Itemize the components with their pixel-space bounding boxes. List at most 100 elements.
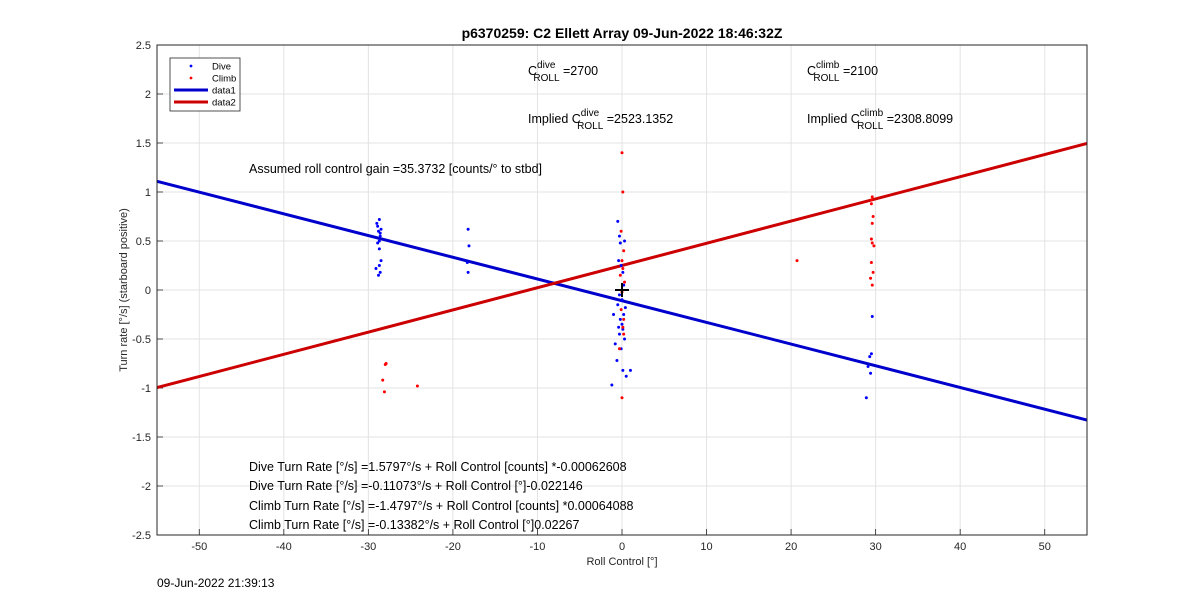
- dive-point: [376, 224, 380, 228]
- dive-point: [619, 264, 623, 267]
- dive-point: [615, 359, 619, 363]
- x-tick-label: -20: [445, 541, 461, 553]
- x-tick-label: -40: [276, 541, 292, 553]
- implied-c-climb-annotation: Implied Cclimb ROLL =2308.8099: [807, 108, 953, 132]
- climb-point: [870, 195, 874, 199]
- climb-fit-degrees-annotation: Climb Turn Rate [°/s] =-0.13382°/s + Rol…: [249, 518, 579, 532]
- dive-point: [379, 227, 383, 231]
- x-axis-label: Roll Control [°]: [586, 556, 657, 568]
- legend-climb-marker: [189, 76, 193, 80]
- legend-data1-label: data1: [212, 86, 236, 97]
- y-tick-label: -1: [141, 383, 151, 395]
- dive-point: [377, 239, 381, 243]
- legend-climb-label: Climb: [212, 74, 236, 85]
- dive-point: [866, 364, 870, 368]
- climb-point: [621, 266, 625, 270]
- climb-point: [620, 396, 624, 400]
- dive-point: [465, 261, 469, 265]
- climb-point: [618, 273, 622, 277]
- dive-point: [620, 322, 624, 326]
- dive-point: [870, 314, 874, 318]
- y-tick-label: 1.5: [136, 138, 151, 150]
- chart-title: p6370259: C2 Ellett Array 09-Jun-2022 18…: [462, 25, 783, 41]
- dive-point: [379, 259, 383, 263]
- dive-point: [617, 293, 621, 297]
- dive-point: [622, 313, 626, 316]
- climb-point: [795, 259, 799, 263]
- implied-c-dive-annotation: Implied Cdive ROLL =2523.1352: [528, 108, 673, 132]
- y-tick-label: 0.5: [136, 236, 151, 248]
- dive-fit-counts-annotation: Dive Turn Rate [°/s] =1.5797°/s + Roll C…: [249, 460, 627, 474]
- y-tick-label: -2: [141, 481, 151, 493]
- dive-point: [377, 217, 381, 221]
- timestamp: 09-Jun-2022 21:39:13: [157, 576, 275, 590]
- dive-point: [374, 266, 378, 270]
- dive-point: [624, 374, 628, 378]
- dive-point: [628, 368, 632, 372]
- legend-dive-marker: [189, 64, 193, 68]
- dive-point: [466, 227, 470, 231]
- dive-point: [869, 352, 873, 356]
- dive-point: [378, 234, 382, 238]
- climb-point: [871, 215, 875, 218]
- legend-dive-label: Dive: [212, 62, 231, 73]
- climb-point: [617, 347, 621, 351]
- climb-point: [872, 244, 876, 248]
- dive-point: [376, 241, 380, 245]
- climb-point: [622, 332, 626, 336]
- dive-point: [378, 270, 382, 274]
- y-tick-label: 2.5: [136, 40, 151, 52]
- climb-point: [870, 241, 874, 245]
- climb-point: [622, 317, 626, 321]
- y-tick-label: -0.5: [132, 334, 151, 346]
- dive-point: [621, 270, 625, 274]
- climb-point: [870, 221, 874, 225]
- climb-point: [619, 308, 623, 312]
- climb-point: [382, 390, 386, 394]
- dive-point: [864, 396, 868, 400]
- tick-labels: -50 -40 -30 -20 -10 0 10 20 30 40 50-2.5-2-1.5-1-0…: [132, 40, 1051, 553]
- y-tick-label: 2: [145, 89, 151, 101]
- climb-point: [621, 190, 625, 194]
- y-tick-label: 0: [145, 285, 151, 297]
- dive-point: [616, 219, 620, 223]
- dive-point: [375, 221, 379, 225]
- climb-point: [871, 270, 875, 274]
- climb-fit-counts-annotation: Climb Turn Rate [°/s] =-1.4797°/s + Roll…: [249, 499, 634, 513]
- dive-point: [618, 241, 622, 245]
- y-tick-label: -1.5: [132, 432, 151, 444]
- legend: Dive Climb data1 data2: [169, 57, 241, 112]
- dive-point: [868, 355, 872, 359]
- climb-point: [623, 280, 627, 284]
- dive-point: [617, 234, 621, 238]
- dive-point: [621, 368, 625, 372]
- dive-point: [620, 298, 624, 302]
- x-tick-label: 0: [619, 541, 625, 553]
- climb-point: [621, 325, 625, 329]
- dive-point: [377, 273, 381, 277]
- x-tick-label: -10: [530, 541, 546, 553]
- dive-point: [869, 371, 873, 375]
- climb-point: [869, 276, 873, 280]
- x-tick-label: 10: [700, 541, 712, 553]
- climb-point: [869, 202, 873, 206]
- dive-point: [623, 306, 627, 310]
- climb-point: [620, 151, 624, 155]
- data-points: [374, 151, 876, 400]
- x-tick-label: 30: [870, 541, 882, 553]
- origin-marker: [615, 283, 629, 297]
- y-tick-label: 1: [145, 187, 151, 199]
- c-dive-annotation: Cdive ROLL =2700: [528, 60, 598, 84]
- dive-point: [623, 337, 627, 341]
- climb-point: [869, 237, 873, 241]
- dive-fit-degrees-annotation: Dive Turn Rate [°/s] =-0.11073°/s + Roll…: [249, 479, 583, 493]
- climb-point: [620, 259, 624, 263]
- y-tick-label: -2.5: [132, 530, 151, 542]
- climb-point: [415, 384, 419, 388]
- dive-point: [467, 244, 471, 248]
- dive-point: [377, 264, 381, 267]
- dive-point: [617, 259, 621, 263]
- dive-point: [617, 325, 621, 329]
- x-tick-label: 50: [1039, 541, 1051, 553]
